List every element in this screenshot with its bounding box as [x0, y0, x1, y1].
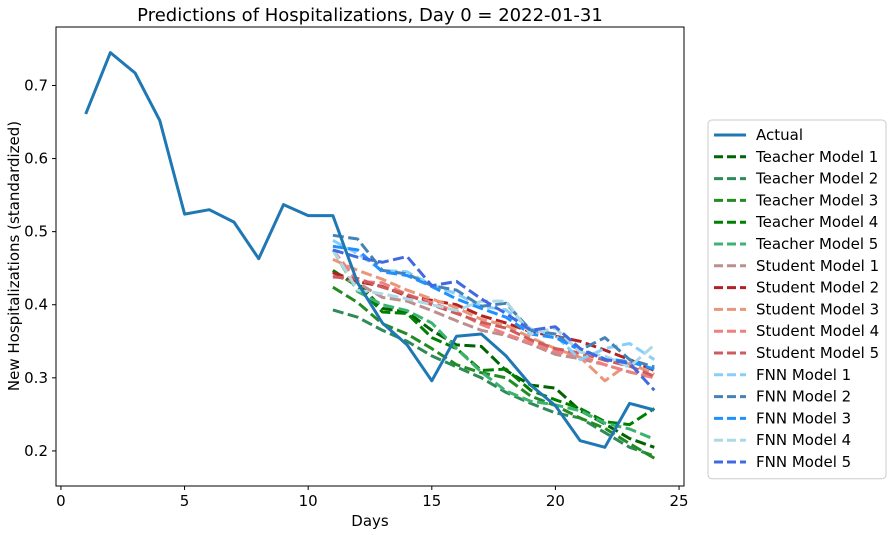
y-tick-label: 0.2: [24, 442, 48, 460]
legend-label-student-model-2: Student Model 2: [756, 279, 879, 297]
series-line-actual: [84, 51, 655, 449]
legend-label-teacher-model-4: Teacher Model 4: [755, 213, 878, 231]
legend-label-fnn-model-3: FNN Model 3: [756, 409, 851, 427]
y-tick-label: 0.5: [24, 223, 48, 241]
series-line-teacher-model-5: [331, 249, 655, 441]
x-axis: 0 5 10 15 20 25: [56, 486, 689, 510]
y-axis: 0.2 0.3 0.4 0.5 0.6 0.7: [24, 76, 56, 460]
x-tick-label: 10: [299, 492, 318, 510]
chart-title: Predictions of Hospitalizations, Day 0 =…: [137, 5, 603, 26]
series-line-fnn-model-4: [331, 249, 656, 369]
series-line-fnn-model-2: [332, 233, 655, 369]
series-line-student-model-3: [332, 258, 655, 383]
legend-label-teacher-model-1: Teacher Model 1: [755, 148, 878, 166]
series-line-teacher-model-2: [332, 308, 655, 458]
legend: Actual Teacher Model 1 Teacher Model 2 Teac…: [707, 119, 887, 480]
plot-area: [84, 51, 656, 460]
x-tick-label: 5: [180, 492, 190, 510]
y-tick-label: 0.3: [24, 369, 48, 387]
y-tick-label: 0.4: [24, 296, 48, 314]
series-line-fnn-model-3: [332, 244, 655, 371]
legend-label-fnn-model-5: FNN Model 5: [756, 453, 851, 471]
series-line-fnn-model-5: [332, 248, 656, 392]
x-tick-label: 15: [422, 492, 441, 510]
y-axis-label: New Hospitalizations (standardized): [5, 121, 23, 391]
legend-label-student-model-5: Student Model 5: [756, 344, 879, 362]
x-axis-label: Days: [351, 512, 389, 530]
y-tick-label: 0.7: [24, 76, 48, 94]
legend-label-fnn-model-1: FNN Model 1: [756, 366, 851, 384]
legend-label-fnn-model-4: FNN Model 4: [756, 431, 851, 449]
x-tick-label: 25: [670, 492, 689, 510]
legend-label-student-model-4: Student Model 4: [756, 322, 879, 340]
x-tick-label: 20: [546, 492, 565, 510]
legend-label-fnn-model-2: FNN Model 2: [756, 388, 851, 406]
legend-label-actual: Actual: [756, 126, 803, 144]
y-tick-label: 0.6: [24, 150, 48, 168]
plot-frame: [55, 26, 685, 487]
legend-label-teacher-model-3: Teacher Model 3: [755, 191, 878, 209]
legend-label-student-model-3: Student Model 3: [756, 300, 879, 318]
x-tick-label: 0: [56, 492, 66, 510]
series-line-student-model-5: [332, 275, 655, 378]
legend-label-teacher-model-2: Teacher Model 2: [755, 170, 878, 188]
legend-label-teacher-model-5: Teacher Model 5: [755, 235, 878, 253]
legend-label-student-model-1: Student Model 1: [756, 257, 879, 275]
legend-box: [707, 119, 887, 480]
series-line-student-model-1: [332, 274, 655, 380]
series-line-student-model-4: [331, 248, 655, 380]
